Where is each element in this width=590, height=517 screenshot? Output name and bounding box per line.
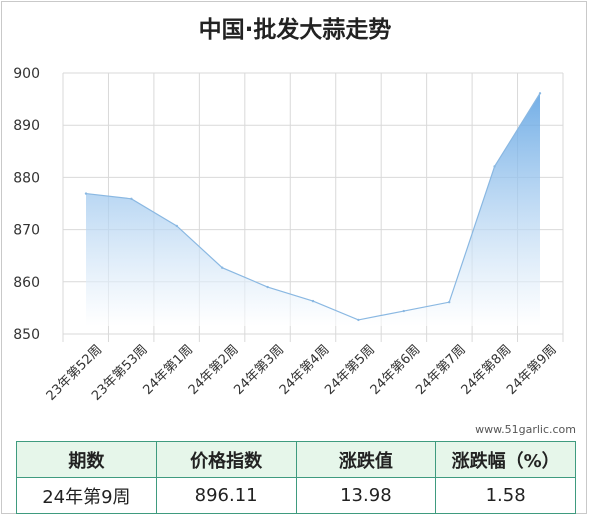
price-index-chart: 85086087088089090023年第52周23年第53周24年第1周24… [13, 66, 564, 404]
data-point [448, 300, 451, 304]
y-tick-label: 870 [13, 223, 40, 239]
data-point [130, 197, 133, 201]
series-area [86, 93, 540, 326]
y-tick-label: 890 [13, 118, 40, 134]
cell-change-percent: 1.58 [435, 477, 576, 514]
data-point [402, 309, 405, 313]
header-change-percent: 涨跌幅（%） [435, 441, 576, 478]
cell-change-value: 13.98 [295, 477, 437, 514]
data-point [175, 224, 178, 228]
y-tick-label: 850 [13, 327, 40, 343]
data-point [357, 318, 360, 322]
y-tick-label: 900 [13, 66, 40, 82]
chart-title: 中国·批发大蒜走势 [198, 17, 392, 43]
data-point [493, 165, 496, 168]
header-period: 期数 [16, 441, 157, 478]
data-point [266, 285, 269, 289]
watermark: www.51garlic.com [475, 423, 576, 436]
data-point [84, 192, 88, 195]
y-tick-label: 860 [13, 275, 40, 291]
header-change-value: 涨跌值 [295, 441, 437, 478]
data-point [221, 266, 224, 269]
cell-period: 24年第9周 [16, 477, 157, 514]
header-price-index: 价格指数 [155, 441, 297, 478]
data-point [538, 92, 542, 95]
summary-table: 期数 价格指数 涨跌值 涨跌幅（%） 24年第9周 896.11 13.98 1… [16, 441, 576, 514]
summary-header-row: 期数 价格指数 涨跌值 涨跌幅（%） [16, 441, 576, 478]
summary-data-row: 24年第9周 896.11 13.98 1.58 [16, 477, 576, 514]
y-tick-label: 880 [13, 170, 40, 186]
cell-price-index: 896.11 [155, 477, 297, 514]
data-point [311, 299, 315, 303]
x-tick-label: 24年第9周 [504, 342, 560, 398]
